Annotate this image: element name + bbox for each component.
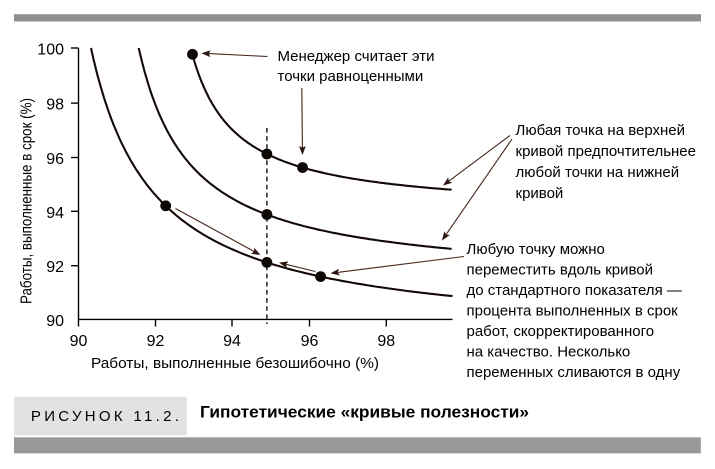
svg-text:до стандартного показателя —: до стандартного показателя — <box>467 282 682 299</box>
svg-text:98: 98 <box>377 333 395 350</box>
svg-text:92: 92 <box>46 259 64 276</box>
svg-text:94: 94 <box>223 333 241 350</box>
svg-text:Работы, выполненные безошибочн: Работы, выполненные безошибочно (%) <box>91 355 379 372</box>
svg-text:переменных сливаются в одну: переменных сливаются в одну <box>467 364 681 381</box>
svg-text:работ, скорректированного: работ, скорректированного <box>467 323 655 340</box>
svg-text:РИСУНОК 11.2.: РИСУНОК 11.2. <box>31 408 181 425</box>
svg-text:переместить вдоль кривой: переместить вдоль кривой <box>467 261 654 278</box>
svg-text:кривой предпочтительнее: кривой предпочтительнее <box>516 143 696 160</box>
svg-text:90: 90 <box>46 313 64 330</box>
svg-text:92: 92 <box>147 333 165 350</box>
svg-text:Любую точку можно: Любую точку можно <box>467 241 605 258</box>
svg-text:Менеджер считает эти: Менеджер считает эти <box>278 48 435 65</box>
svg-text:96: 96 <box>46 151 64 168</box>
svg-text:процента выполненных в срок: процента выполненных в срок <box>467 302 679 319</box>
svg-text:Работы, выполненные в срок (%): Работы, выполненные в срок (%) <box>18 98 35 304</box>
svg-text:Любая точка на верхней: Любая точка на верхней <box>516 122 686 139</box>
svg-text:кривой: кривой <box>516 185 564 202</box>
svg-text:96: 96 <box>301 333 319 350</box>
svg-text:100: 100 <box>37 42 64 59</box>
svg-text:90: 90 <box>70 333 88 350</box>
svg-text:любой точки на нижней: любой точки на нижней <box>516 164 680 181</box>
svg-text:98: 98 <box>46 97 64 114</box>
svg-text:точки равноценными: точки равноценными <box>278 68 424 85</box>
svg-text:на качество. Несколько: на качество. Несколько <box>467 343 631 360</box>
svg-text:94: 94 <box>46 205 64 222</box>
svg-text:Гипотетические «кривые полезно: Гипотетические «кривые полезности» <box>200 402 529 421</box>
